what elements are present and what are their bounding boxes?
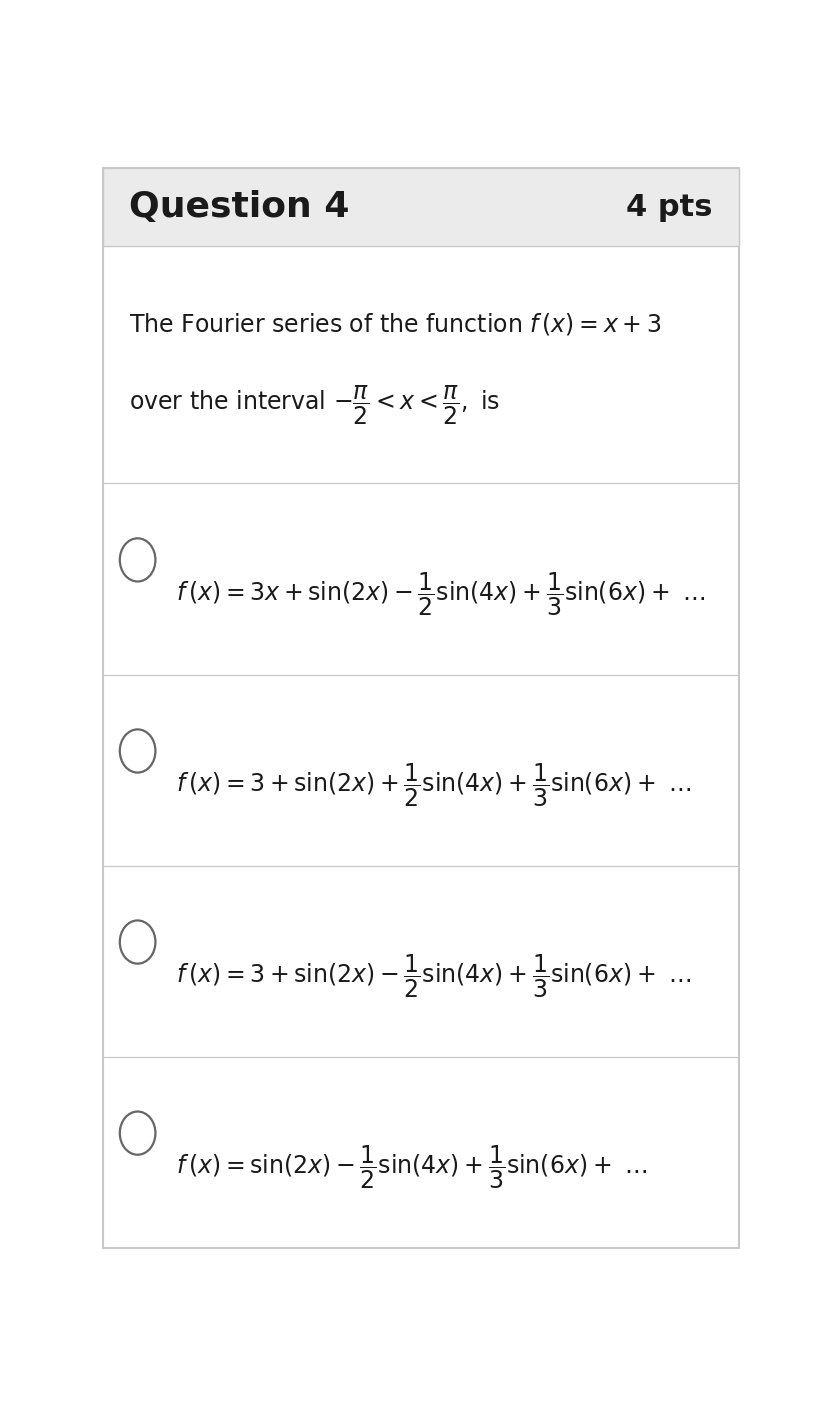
Text: $f\,(x) = 3x + \sin(2x) - \dfrac{1}{2}\sin(4x) + \dfrac{1}{3}\sin(6x) + \ \ldots: $f\,(x) = 3x + \sin(2x) - \dfrac{1}{2}\s…	[176, 571, 705, 618]
Text: The Fourier series of the function $f\,(x) = x + 3$: The Fourier series of the function $f\,(…	[130, 311, 662, 336]
Text: $f\,(x) = 3 + \sin(2x) - \dfrac{1}{2}\sin(4x) + \dfrac{1}{3}\sin(6x) + \ \ldots$: $f\,(x) = 3 + \sin(2x) - \dfrac{1}{2}\si…	[176, 953, 691, 1000]
Text: $f\,(x) = \sin(2x) - \dfrac{1}{2}\sin(4x) + \dfrac{1}{3}\sin(6x) + \ \ldots$: $f\,(x) = \sin(2x) - \dfrac{1}{2}\sin(4x…	[176, 1144, 647, 1192]
Text: $f\,(x) = 3 + \sin(2x) + \dfrac{1}{2}\sin(4x) + \dfrac{1}{3}\sin(6x) + \ \ldots$: $f\,(x) = 3 + \sin(2x) + \dfrac{1}{2}\si…	[176, 761, 691, 809]
Text: 4 pts: 4 pts	[626, 192, 712, 222]
Text: over the interval $-\dfrac{\pi}{2} < x < \dfrac{\pi}{2},$ is: over the interval $-\dfrac{\pi}{2} < x <…	[130, 384, 501, 428]
FancyBboxPatch shape	[103, 168, 739, 245]
Text: Question 4: Question 4	[130, 191, 350, 224]
